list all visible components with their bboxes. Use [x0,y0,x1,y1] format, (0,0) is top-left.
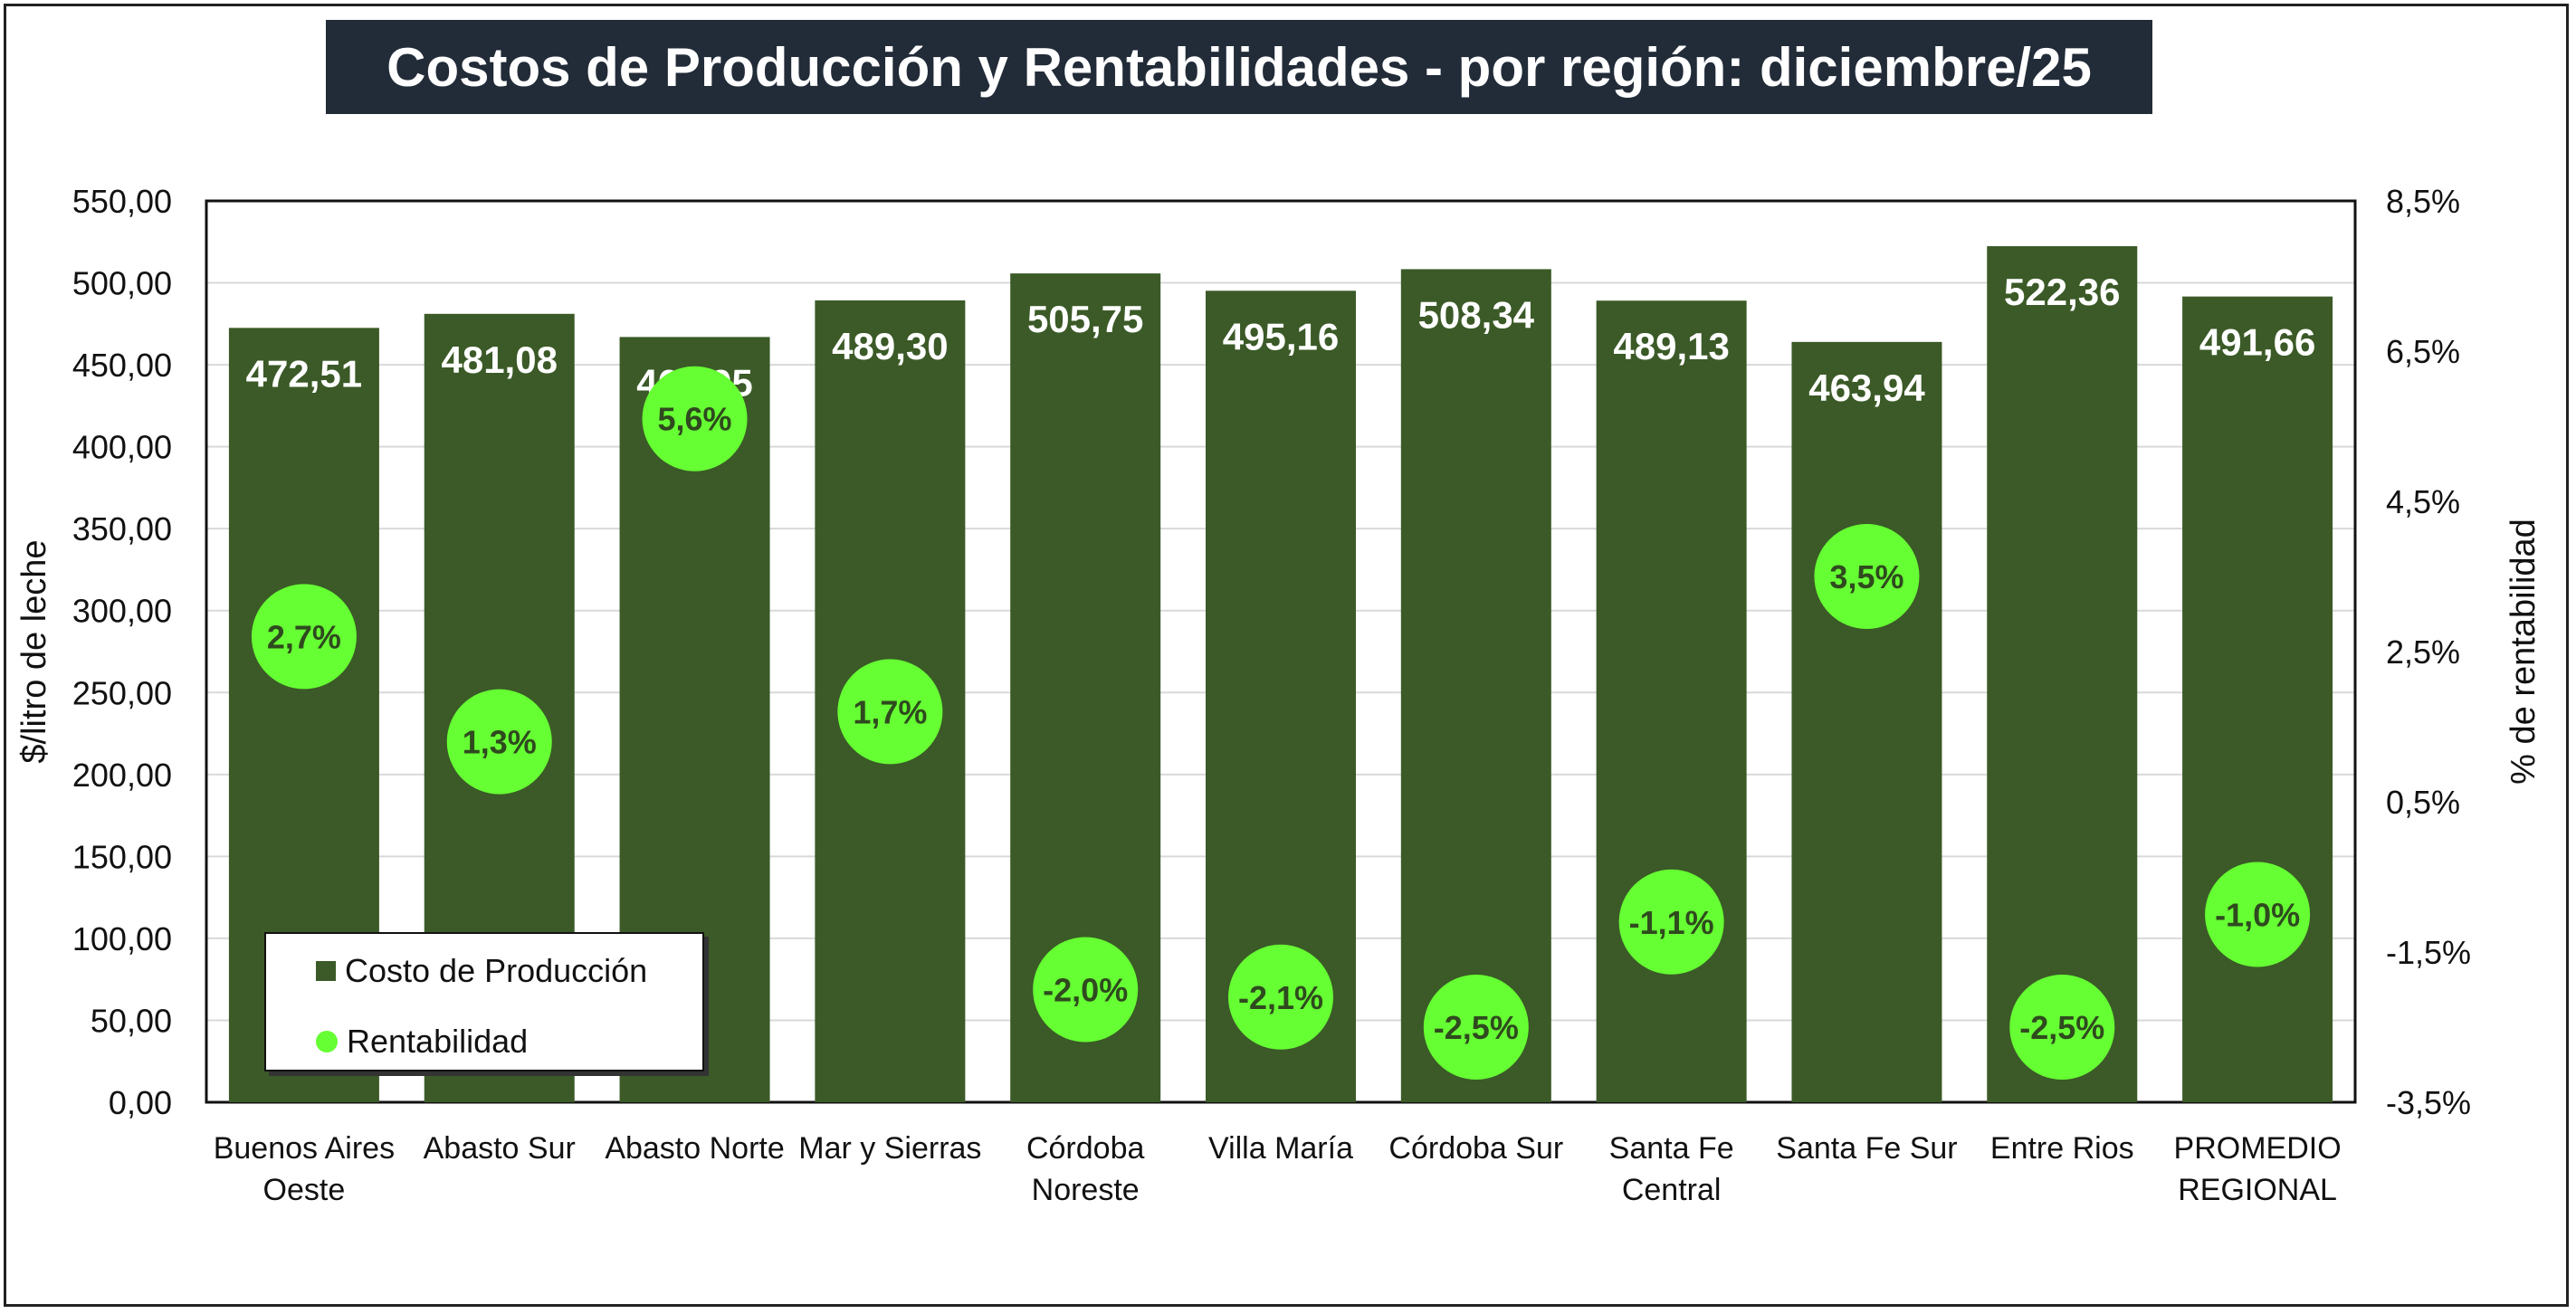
rentabilidad-point [837,659,943,765]
y-axis-title: $/litro de leche [15,539,53,763]
x-tick-label: Córdoba [1026,1131,1145,1166]
rentabilidad-label: 3,5% [1829,558,1903,595]
y2-tick-label: 4,5% [2386,483,2460,520]
rentabilidad-label: -2,0% [1043,972,1128,1009]
rentabilidad-point [1423,975,1529,1080]
x-tick-label: Oeste [263,1173,346,1207]
rentabilidad-label: 2,7% [267,618,341,655]
y2-tick-label: -3,5% [2386,1084,2471,1121]
legend-swatch-costo [316,961,336,981]
bar [1987,246,2138,1102]
x-tick-label: Entre Rios [1990,1131,2134,1166]
bar-value-label: 505,75 [1027,298,1143,340]
y-tick-label: 250,00 [72,674,172,711]
bar-value-label: 489,30 [832,325,948,367]
rentabilidad-point [1228,944,1333,1050]
rentabilidad-point [1618,869,1724,975]
y2-tick-label: 0,5% [2386,784,2460,821]
y2-axis-title: % de rentabilidad [2504,519,2543,785]
y2-tick-label: 8,5% [2386,183,2460,220]
x-tick-label: REGIONAL [2178,1173,2337,1207]
x-tick-label: Córdoba Sur [1388,1131,1563,1166]
bar-value-label: 522,36 [2004,271,2120,313]
x-tick-label: Central [1622,1173,1722,1207]
legend-label-costo: Costo de Producción [345,952,648,989]
y-tick-label: 200,00 [72,757,172,794]
rentabilidad-point [2009,975,2115,1080]
y-tick-label: 300,00 [72,593,172,630]
x-tick-label: Mar y Sierras [798,1131,981,1166]
legend-entry-rentabilidad: Rentabilidad [316,1023,528,1061]
bar-value-label: 508,34 [1418,293,1535,336]
legend-entry-costo: Costo de Producción [316,952,647,990]
rentabilidad-point [446,689,552,795]
rentabilidad-label: -1,1% [1629,904,1714,941]
rentabilidad-label: 1,7% [853,693,927,730]
chart-title: Costos de Producción y Rentabilidades - … [326,20,2152,114]
y-tick-label: 500,00 [72,265,172,302]
rentabilidad-label: 5,6% [658,401,732,438]
rentabilidad-label: -1,0% [2215,897,2300,934]
legend: Costo de Producción Rentabilidad [264,932,704,1071]
rentabilidad-point [642,366,748,471]
y2-tick-label: -1,5% [2386,934,2471,971]
y-tick-label: 150,00 [72,838,172,875]
bar [2182,296,2333,1102]
bar-value-label: 463,94 [1808,367,1925,409]
y-tick-label: 550,00 [72,183,172,220]
rentabilidad-point [251,584,357,690]
x-tick-label: Buenos Aires [214,1131,395,1166]
rentabilidad-point [1033,937,1139,1043]
bar [1596,300,1747,1102]
x-tick-label: Abasto Sur [424,1131,576,1166]
rentabilidad-point [2205,862,2311,967]
x-tick-label: PROMEDIO [2174,1131,2342,1166]
y2-tick-label: 2,5% [2386,633,2460,671]
y2-tick-label: 6,5% [2386,333,2460,370]
bar-value-label: 489,13 [1613,325,1729,367]
y-tick-label: 400,00 [72,429,172,466]
bar [1791,341,1942,1103]
rentabilidad-label: -2,5% [1434,1009,1519,1046]
x-tick-label: Abasto Norte [605,1131,784,1166]
x-tick-label: Villa María [1208,1131,1353,1166]
legend-label-rentabilidad: Rentabilidad [347,1023,529,1060]
x-tick-label: Noreste [1032,1173,1140,1207]
bar-value-label: 481,08 [441,338,557,381]
bar-value-label: 491,66 [2199,321,2315,364]
bar-value-label: 472,51 [246,352,362,395]
y-tick-label: 450,00 [72,347,172,384]
rentabilidad-point [1814,524,1920,629]
rentabilidad-label: -2,5% [2019,1009,2104,1046]
y-tick-label: 100,00 [72,920,172,957]
rentabilidad-label: -2,1% [1238,979,1323,1016]
bar-value-label: 495,16 [1223,315,1339,357]
y-tick-label: 50,00 [91,1002,172,1039]
bar [1400,269,1551,1102]
x-tick-label: Santa Fe Sur [1776,1131,1957,1166]
legend-swatch-rentabilidad [316,1031,338,1052]
x-tick-label: Santa Fe [1609,1131,1734,1166]
y-tick-label: 350,00 [72,510,172,548]
rentabilidad-label: 1,3% [463,724,537,761]
y-tick-label: 0,00 [109,1084,172,1121]
